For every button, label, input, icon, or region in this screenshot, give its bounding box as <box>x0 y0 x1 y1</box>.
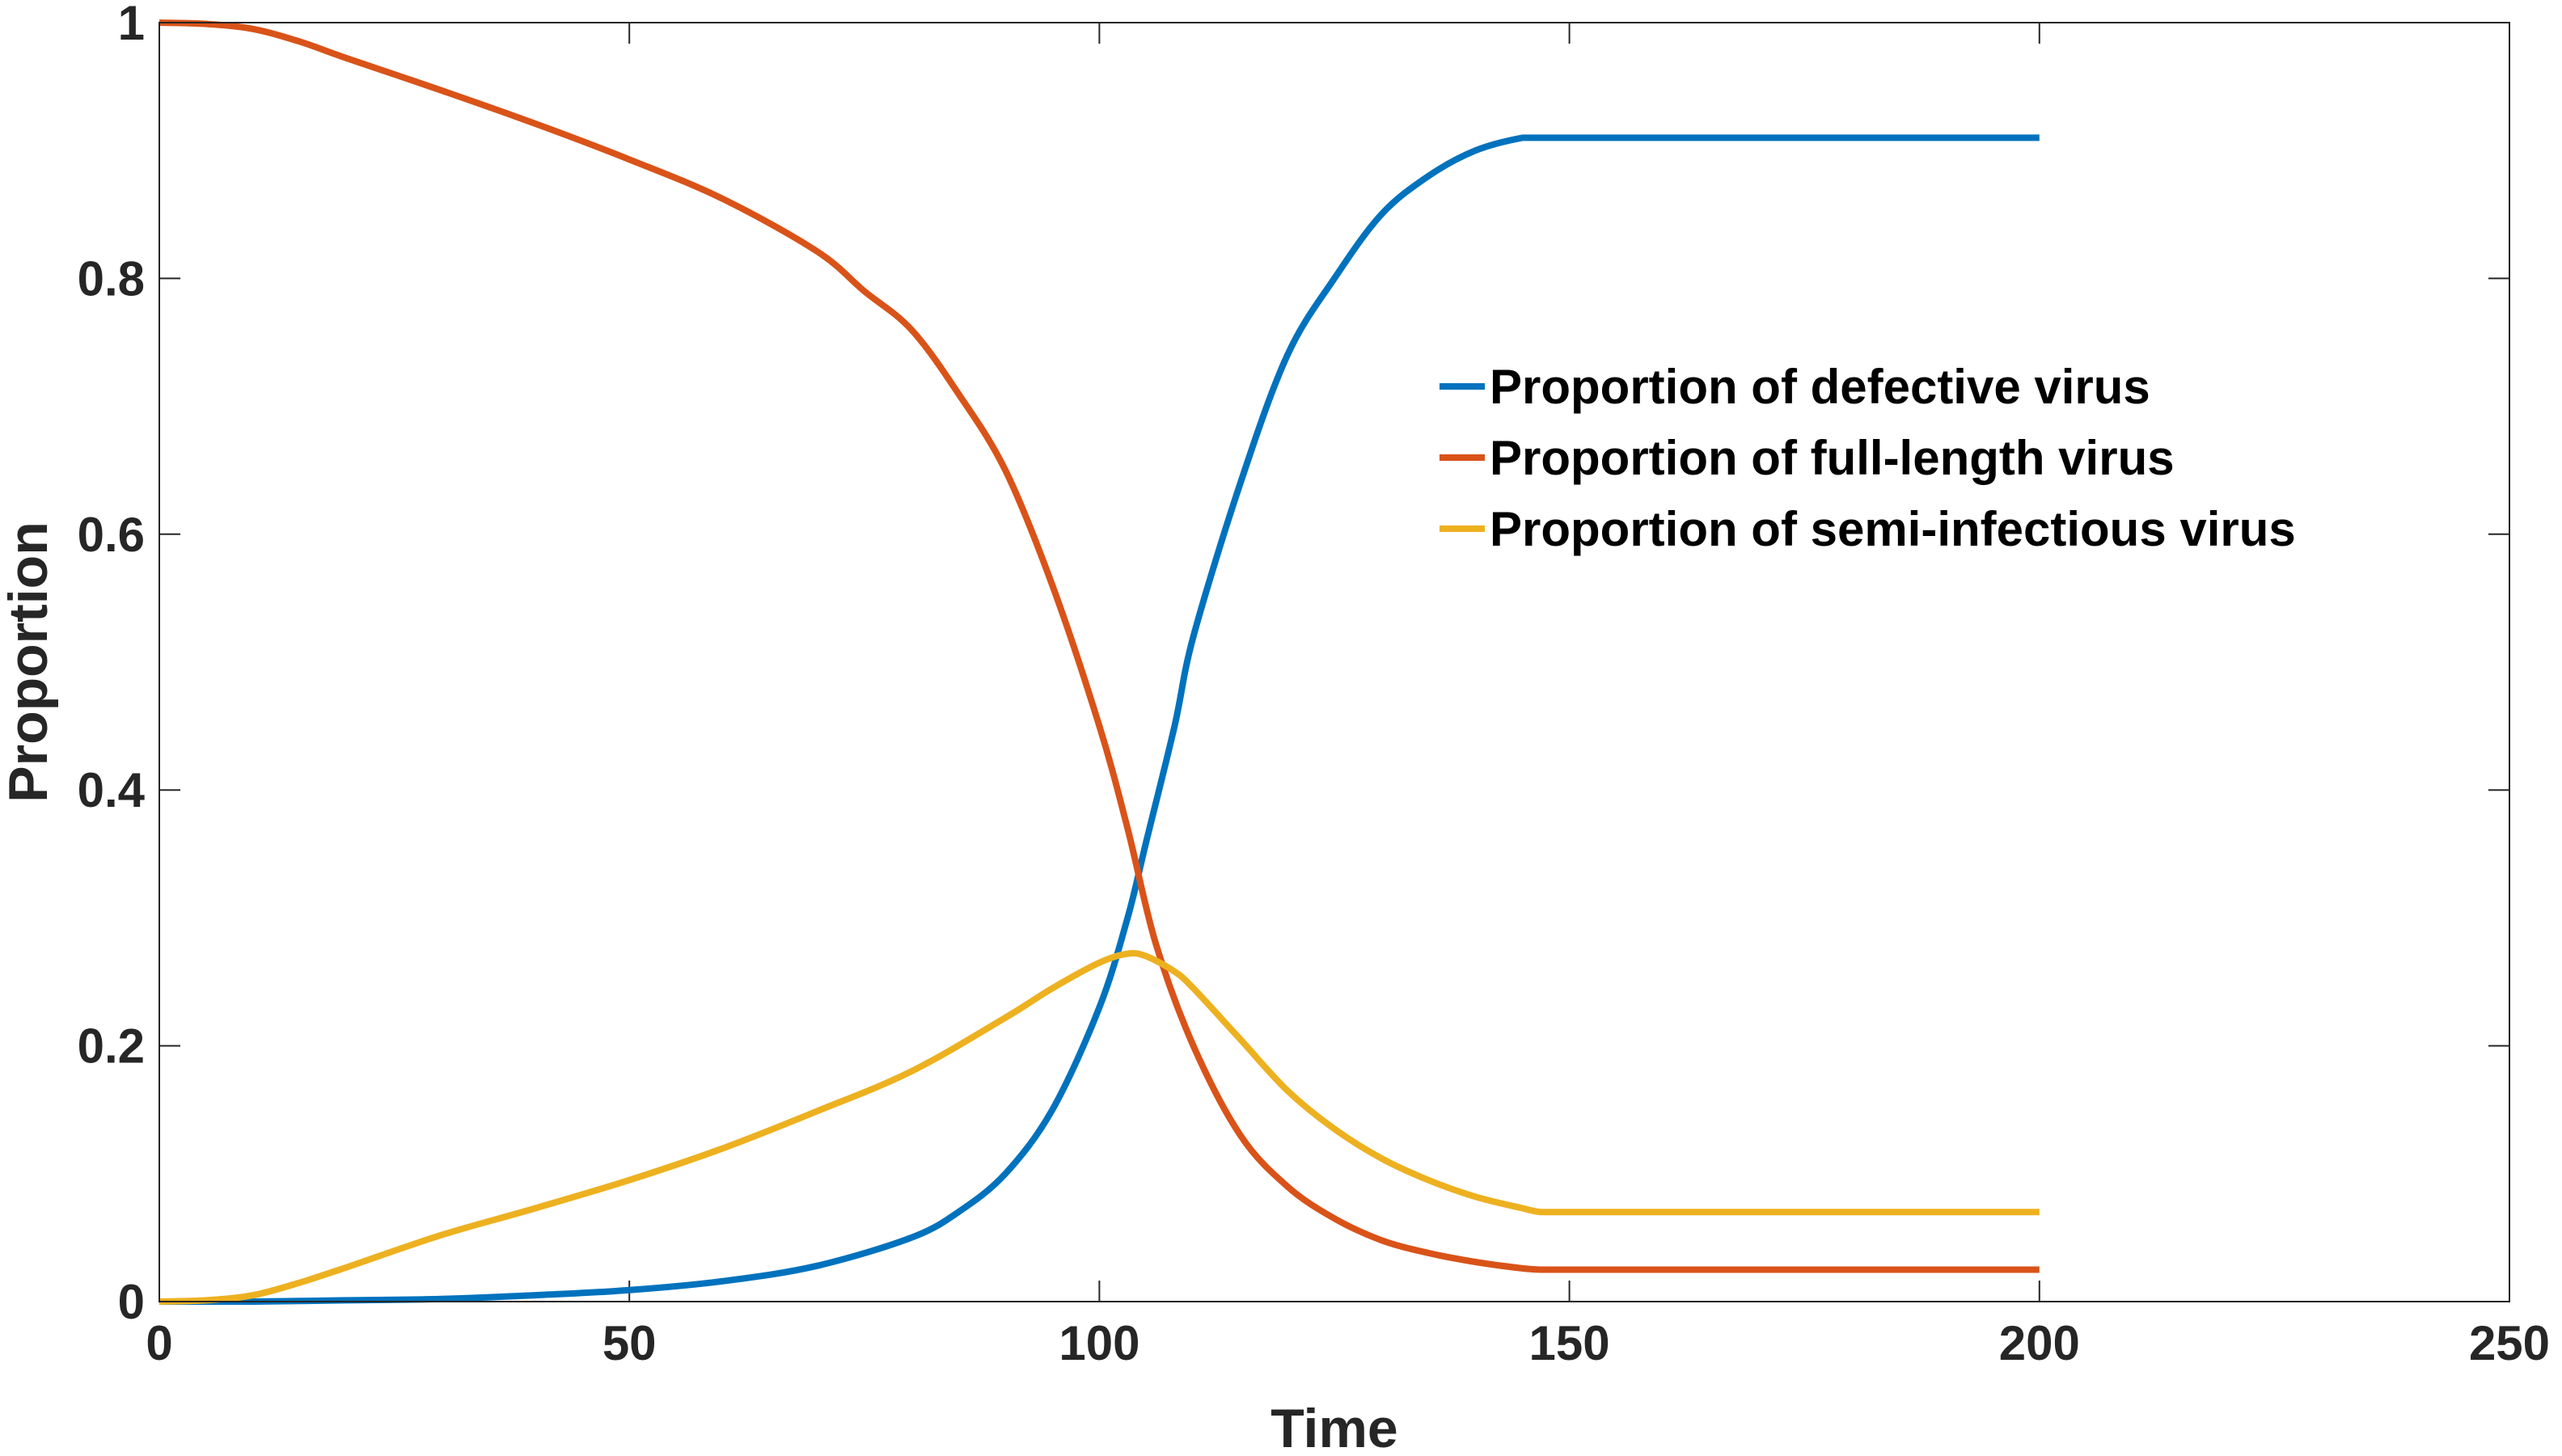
series-line-full-length-virus <box>159 19 2040 1273</box>
series-line-defective-virus <box>159 134 2040 1305</box>
y-tick-labels: 0 0.2 0.4 0.6 0.8 1 <box>78 0 146 1329</box>
x-tick-label: 100 <box>1059 1316 1139 1370</box>
y-tick-label: 1 <box>118 0 145 50</box>
y-tick-label: 0.2 <box>78 1019 145 1074</box>
x-tick-label: 150 <box>1529 1316 1610 1370</box>
legend-item: Proportion of semi-infectious virus <box>1440 502 2296 556</box>
y-tick-label: 0.8 <box>78 251 145 306</box>
x-tick-label: 250 <box>2469 1316 2550 1370</box>
y-tick-label: 0.4 <box>78 763 146 817</box>
legend-item: Proportion of defective virus <box>1440 360 2150 414</box>
x-tick-label: 200 <box>1999 1316 2080 1370</box>
plot-area-border <box>159 22 2510 1302</box>
y-axis-label: Proportion <box>0 521 59 803</box>
legend-item: Proportion of full-length virus <box>1440 431 2175 485</box>
plot-area-background <box>159 23 2509 1302</box>
y-tick-label: 0.6 <box>78 508 145 562</box>
series-lines <box>159 19 2040 1305</box>
x-axis-label: Time <box>1270 1398 1397 1456</box>
x-tick-label: 0 <box>146 1316 172 1370</box>
legend-label: Proportion of full-length virus <box>1490 431 2175 485</box>
x-tick-label: 50 <box>602 1316 657 1370</box>
legend: Proportion of defective virus Proportion … <box>1440 360 2296 556</box>
legend-label: Proportion of semi-infectious virus <box>1490 502 2296 556</box>
y-tick-label: 0 <box>118 1275 145 1329</box>
series-line-semi-infectious-virus <box>159 950 2040 1305</box>
legend-label: Proportion of defective virus <box>1490 360 2150 414</box>
x-tick-labels: 0 50 100 150 200 250 <box>146 1316 2550 1370</box>
